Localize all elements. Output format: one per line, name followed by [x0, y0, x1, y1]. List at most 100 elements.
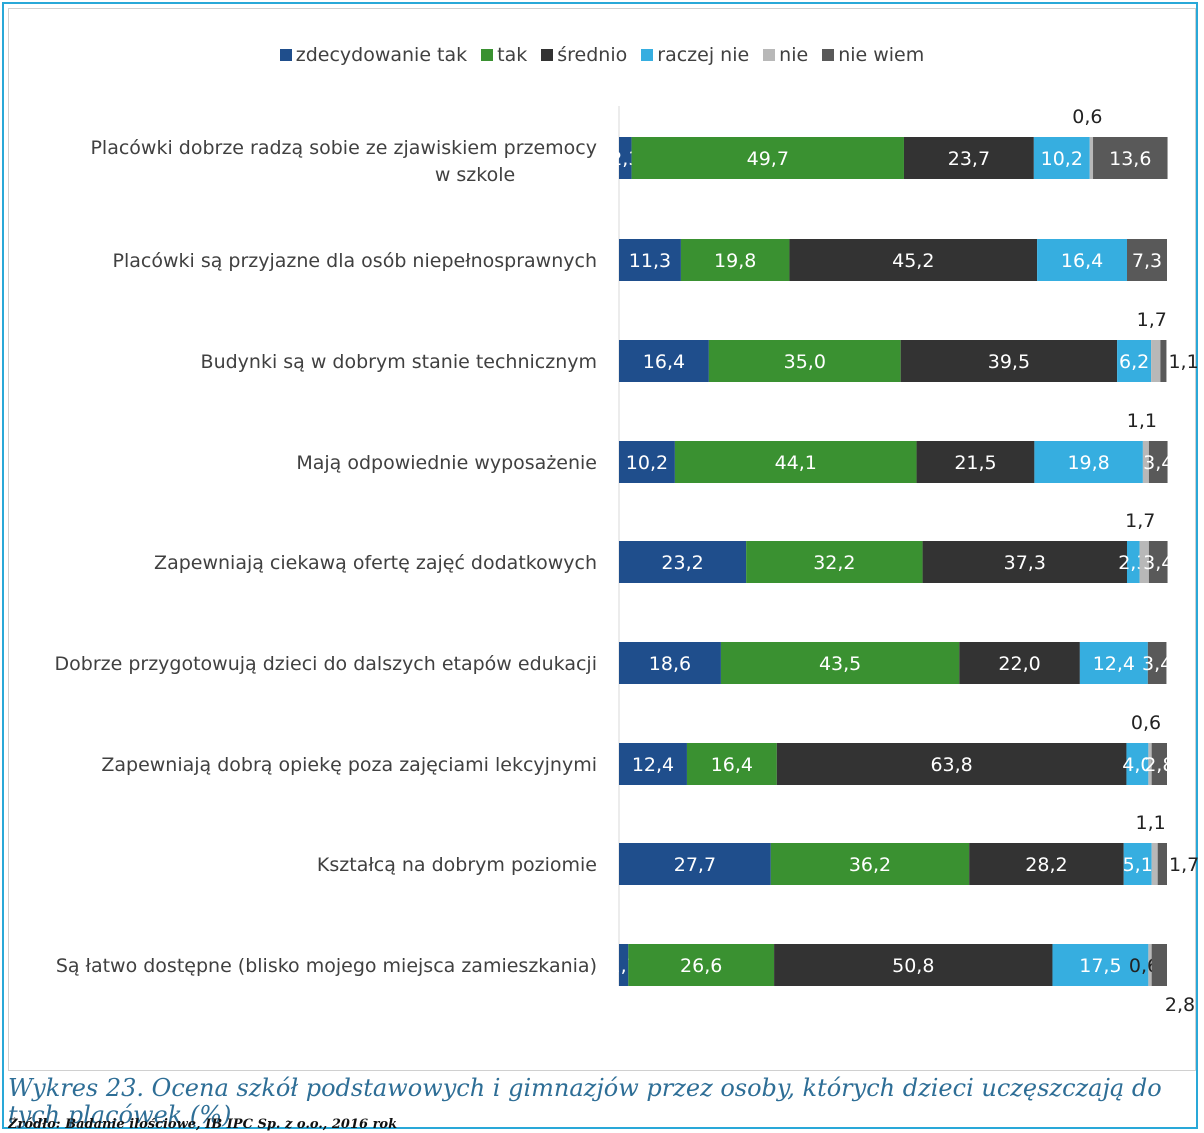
bar-segment-1 [708, 340, 901, 382]
bar-segment-1 [770, 843, 970, 885]
bar-segment-0 [619, 441, 675, 483]
data-label: 18,6 [649, 653, 691, 675]
data-label: 1,1 [1168, 351, 1198, 373]
data-label: 16,4 [711, 754, 753, 776]
data-label: 43,5 [819, 653, 861, 675]
bar-segment-4 [1148, 944, 1152, 986]
bar-segment-0 [619, 944, 629, 986]
data-label: 17,5 [1079, 955, 1121, 977]
bar-segment-3 [1126, 541, 1140, 583]
data-label: 10,2 [626, 452, 668, 474]
bar-segment-0 [619, 642, 721, 684]
bar-segment-3 [1037, 239, 1127, 281]
data-label: 0,6 [1072, 106, 1102, 128]
legend-swatch [541, 49, 554, 61]
data-label: 1,7 [1169, 854, 1199, 876]
data-label: 44,1 [775, 452, 817, 474]
bar-segment-5 [1160, 340, 1167, 382]
legend-label: nie [779, 44, 809, 66]
legend-item-0: zdecydowanie tak [279, 44, 467, 66]
data-label: 28,2 [1025, 854, 1067, 876]
data-label: 3,4 [1143, 452, 1173, 474]
data-label: 23,2 [661, 552, 703, 574]
data-label: 13,6 [1109, 148, 1151, 170]
bar-segment-5 [1157, 843, 1167, 885]
data-label: 1,7 [1137, 309, 1167, 331]
bar-segment-4 [1139, 541, 1149, 583]
bar-segment-2 [776, 743, 1127, 785]
category-label-line: Placówki dobrze radzą sobie ze zjawiskie… [90, 137, 597, 159]
bar-segment-4 [1151, 340, 1161, 382]
category-label: Mają odpowiednie wyposażenie [296, 452, 597, 474]
bar-segment-5 [1147, 642, 1167, 684]
legend-swatch [481, 49, 494, 61]
bar-segment-2 [789, 239, 1038, 281]
bar-segment-3 [1117, 340, 1152, 382]
legend-item-4: nie [763, 44, 808, 66]
legend-swatch [279, 49, 292, 61]
data-label: 19,8 [714, 250, 756, 272]
data-label: 19,8 [1067, 452, 1109, 474]
bar-segment-2 [774, 944, 1053, 986]
legend-swatch [763, 49, 776, 61]
bar-segment-1 [628, 944, 775, 986]
data-label: 11,3 [629, 250, 671, 272]
legend-label: średnio [557, 44, 628, 66]
bar-segment-4 [1151, 843, 1158, 885]
data-label: 63,8 [930, 754, 972, 776]
data-label: 32,2 [813, 552, 855, 574]
chart-area [8, 8, 1196, 1071]
category-label: Budynki są w dobrym stanie technicznym [201, 351, 597, 373]
data-label: 35,0 [784, 351, 826, 373]
data-label: 23,7 [948, 148, 990, 170]
data-label: 1,1 [1127, 410, 1157, 432]
data-label: 3,4 [1143, 552, 1173, 574]
data-label: 21,5 [954, 452, 996, 474]
data-label: 36,2 [849, 854, 891, 876]
stacked-bar-chart: Placówki dobrze radzą sobie ze zjawiskie… [55, 106, 1199, 1016]
category-label: Placówki są przyjazne dla osób niepełnos… [113, 250, 597, 272]
category-label: Dobrze przygotowują dzieci do dalszych e… [55, 653, 598, 675]
data-label: 4,0 [1122, 754, 1152, 776]
data-label: 12,4 [632, 754, 674, 776]
data-label: 7,3 [1132, 250, 1162, 272]
bar-segment-3 [1033, 137, 1090, 179]
legend-label: raczej nie [657, 44, 750, 66]
data-label: 26,6 [680, 955, 722, 977]
figure-caption: Wykres 23. Ocena szkół podstawowych i gi… [8, 1074, 1162, 1129]
data-label: 39,5 [988, 351, 1030, 373]
legend-item-3: raczej nie [641, 44, 749, 66]
chart-legend: zdecydowanie tak tak średnio raczej nie nie n… [0, 44, 1204, 66]
bar-segment-1 [680, 239, 790, 281]
bar-segment-2 [900, 340, 1118, 382]
bar-segment-0 [619, 743, 687, 785]
bar-segment-4 [1089, 137, 1094, 179]
bar-segment-3 [1034, 441, 1143, 483]
bar-segment-5 [1151, 944, 1167, 986]
bar-segment-0 [619, 541, 747, 583]
legend-item-1: tak [481, 44, 527, 66]
bar-segment-5 [1093, 137, 1168, 179]
data-label: 3,4 [1142, 653, 1172, 675]
data-label: 2,8 [1144, 754, 1174, 776]
bar-segment-2 [903, 137, 1034, 179]
bar-segment-3 [1126, 743, 1149, 785]
data-label: 0,6 [1131, 712, 1161, 734]
category-label: Zapewniają ciekawą ofertę zajęć dodatkow… [154, 552, 597, 574]
data-label: 5,1 [1123, 854, 1153, 876]
bar-segment-1 [686, 743, 777, 785]
bar-segment-5 [1148, 441, 1168, 483]
data-label: 2,8 [1165, 994, 1195, 1016]
data-label: 45,2 [892, 250, 934, 272]
bar-segment-5 [1148, 541, 1168, 583]
data-label: 0,6 [1129, 955, 1159, 977]
bar-segment-4 [1148, 743, 1152, 785]
bar-segment-2 [922, 541, 1127, 583]
data-label: 49,7 [747, 148, 789, 170]
bar-segment-1 [631, 137, 904, 179]
bar-segment-1 [746, 541, 923, 583]
data-label: 22,0 [998, 653, 1040, 675]
data-label: 10,2 [1041, 148, 1083, 170]
category-label: Zapewniają dobrą opiekę poza zajęciami l… [101, 754, 597, 776]
